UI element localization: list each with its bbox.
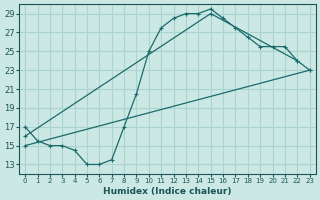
X-axis label: Humidex (Indice chaleur): Humidex (Indice chaleur) bbox=[103, 187, 232, 196]
